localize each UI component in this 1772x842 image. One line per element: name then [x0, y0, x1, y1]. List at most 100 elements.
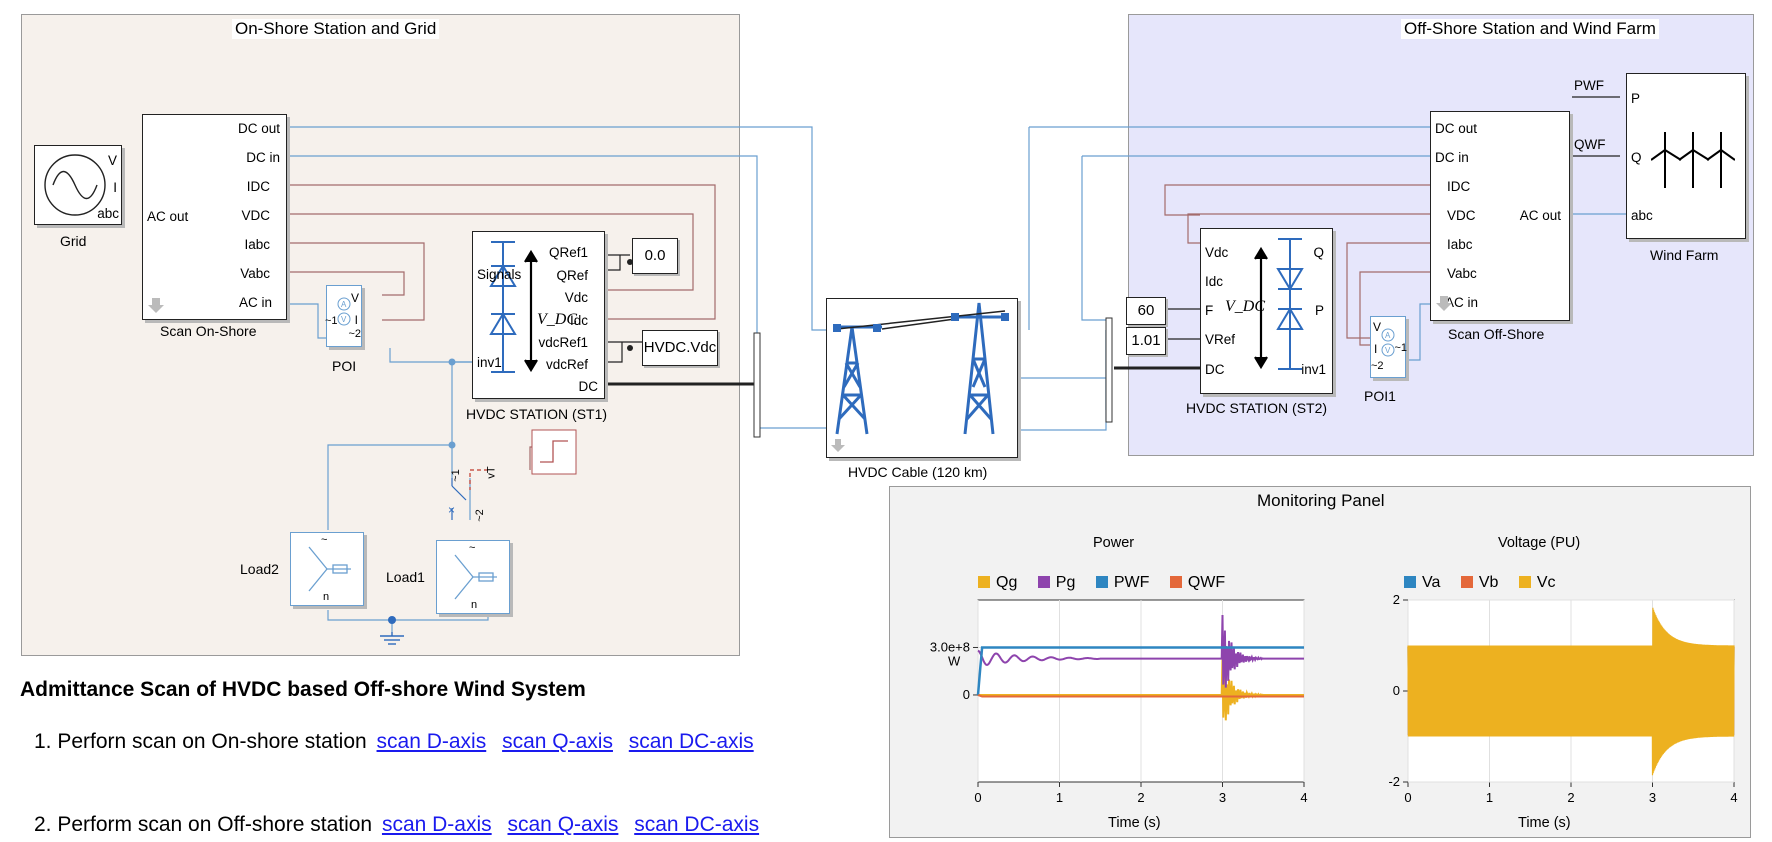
scan-offshore-label: Scan Off-Shore [1448, 326, 1545, 342]
scan-offshore-port-vdc: VDC [1447, 208, 1476, 223]
power-chart-xlabel: Time (s) [1108, 815, 1161, 831]
poi1-label: POI1 [1364, 388, 1396, 404]
legend-qwf: QWF [1169, 574, 1225, 591]
scan-onshore-port-dc-in: DC in [246, 150, 280, 165]
poi-port-i: I [354, 313, 358, 327]
st1-port-vdc: Vdc [564, 290, 588, 305]
offshore-area-title: Off-Shore Station and Wind Farm [1401, 19, 1659, 39]
hvdc-station-st2-block[interactable]: V_DC Vdc Idc F VRef DC Q P inv1 [1200, 228, 1333, 394]
st2-port-idc: Idc [1205, 274, 1224, 289]
y-tick-label: 3.0e+8 [930, 639, 970, 654]
st2-label: HVDC STATION (ST2) [1186, 400, 1328, 416]
st2-port-q: Q [1313, 245, 1324, 260]
sine-wave-icon [44, 154, 106, 216]
scan-offshore-port-ac-out: AC out [1519, 208, 1561, 223]
st2-port-p: P [1314, 303, 1324, 318]
offshore-scan-q-axis-link[interactable]: scan Q-axis [507, 813, 619, 836]
scan-onshore-port-vdc: VDC [241, 208, 270, 223]
wind-farm-label: Wind Farm [1650, 247, 1719, 263]
onshore-scan-dc-axis-link[interactable]: scan DC-axis [628, 730, 754, 753]
load2-port-top: ~ [321, 534, 328, 546]
onshore-area: On-Shore Station and Grid [21, 14, 740, 656]
scan-offshore-port-vabc: Vabc [1447, 266, 1477, 281]
load1-label: Load1 [386, 569, 425, 585]
step1-row: 1. Perforn scan on On-shore station scan… [34, 730, 754, 754]
grid-source-block[interactable]: V I abc [34, 145, 122, 225]
load1-block[interactable]: ~ n [436, 540, 510, 614]
pwf-tag: PWF [1574, 78, 1604, 93]
vdc-constant[interactable]: HVDC.Vdc [642, 330, 718, 366]
x-tick-label: 4 [1300, 790, 1307, 805]
arrow-down-icon [1436, 296, 1452, 311]
step2-text: 2. Perform scan on Off-shore station [34, 813, 373, 836]
st1-port-vdcref1: vdcRef1 [538, 335, 588, 350]
switch-port-1: ~1 [449, 469, 462, 482]
y-tick-label: 2 [1393, 592, 1400, 607]
frequency-constant[interactable]: 60 [1126, 297, 1166, 325]
offshore-scan-d-axis-link[interactable]: scan D-axis [381, 813, 492, 836]
st1-port-idc: Idc [569, 313, 588, 328]
switch-port-vt: vT [485, 466, 498, 479]
onshore-scan-q-axis-link[interactable]: scan Q-axis [502, 730, 613, 753]
scan-onshore-port-vabc: Vabc [240, 266, 270, 281]
qref-constant[interactable]: 0.0 [632, 238, 678, 274]
scan-onshore-port-ac-in: AC in [238, 295, 272, 310]
power-chart-title: Power [1093, 535, 1135, 551]
grid-port-abc: abc [97, 206, 119, 221]
scan-offshore-port-ac-in: AC in [1445, 295, 1479, 310]
poi1-block[interactable]: A V V I ~1 ~2 [1370, 316, 1407, 378]
onshore-scan-d-axis-link[interactable]: scan D-axis [376, 730, 487, 753]
transmission-tower-icon [831, 302, 1009, 452]
step1-text: 1. Perforn scan on On-shore station [34, 730, 367, 753]
st2-port-f: F [1205, 303, 1214, 318]
scan-offshore-port-idc: IDC [1447, 179, 1471, 194]
hvdc-cable-block[interactable] [826, 298, 1018, 458]
hvdc-station-st1-block[interactable]: V_DC Signals inv1 QRef1 QRef Vdc Idc vdc… [472, 231, 605, 399]
hvdc-cable-label: HVDC Cable (120 km) [848, 464, 988, 480]
grid-port-v: V [107, 153, 117, 168]
x-tick-label: 2 [1567, 790, 1574, 805]
scan-onshore-port-ac-out: AC out [147, 209, 189, 224]
x-tick-label: 1 [1056, 790, 1063, 805]
qwf-tag: QWF [1574, 137, 1606, 152]
st2-port-dc: DC [1205, 362, 1225, 377]
scan-onshore-block[interactable]: AC out DC out DC in IDC VDC Iabc Vabc AC… [142, 114, 287, 320]
svg-text:×: × [448, 503, 455, 517]
legend-vb: Vb [1460, 574, 1498, 591]
poi1-port-2: ~2 [1371, 360, 1384, 372]
wind-farm-block[interactable]: P Q abc [1626, 73, 1746, 239]
wind-turbine-icon [1651, 132, 1735, 188]
legend-pg: Pg [1037, 574, 1075, 591]
load2-label: Load2 [240, 561, 279, 577]
converter-icon [1254, 238, 1304, 370]
st2-port-vref: VRef [1205, 332, 1236, 347]
windfarm-port-p: P [1631, 91, 1641, 106]
switch-port-2: ~2 [473, 509, 486, 522]
poi-port-2: ~2 [348, 328, 361, 340]
scan-onshore-label: Scan On-Shore [160, 323, 257, 339]
power-chart[interactable]: 0 1 2 3 4 3.0e+8 0 W [930, 590, 1308, 820]
svg-text:A: A [341, 300, 347, 309]
voltage-chart-title: Voltage (PU) [1498, 535, 1581, 551]
x-tick-label: 1 [1486, 790, 1493, 805]
y-axis-label: W [948, 653, 961, 668]
series-pwf [976, 646, 1304, 696]
vref-constant[interactable]: 1.01 [1126, 327, 1166, 355]
st1-port-qref: QRef [556, 268, 588, 283]
load1-port-top: ~ [469, 542, 476, 554]
series-pg [977, 614, 1304, 688]
voltage-chart[interactable]: 0 1 2 3 4 2 0 -2 [1380, 590, 1740, 820]
load2-block[interactable]: ~ n [290, 532, 364, 606]
svg-text:V: V [341, 315, 347, 324]
y-tick-label: 0 [963, 687, 970, 702]
st1-port-vdcref: vdcRef [545, 357, 588, 372]
legend-va: Va [1404, 574, 1440, 591]
st2-port-vdc: Vdc [1205, 245, 1229, 260]
scan-offshore-block[interactable]: DC out DC in IDC VDC Iabc Vabc AC in AC … [1430, 111, 1570, 321]
offshore-scan-dc-axis-link[interactable]: scan DC-axis [634, 813, 760, 836]
st1-port-dc: DC [578, 379, 599, 394]
poi-block[interactable]: A V V I ~1 ~2 [325, 285, 362, 347]
poi-port-v: V [350, 291, 359, 305]
svg-text:V: V [1385, 346, 1391, 355]
y-tick-label: -2 [1388, 774, 1400, 789]
